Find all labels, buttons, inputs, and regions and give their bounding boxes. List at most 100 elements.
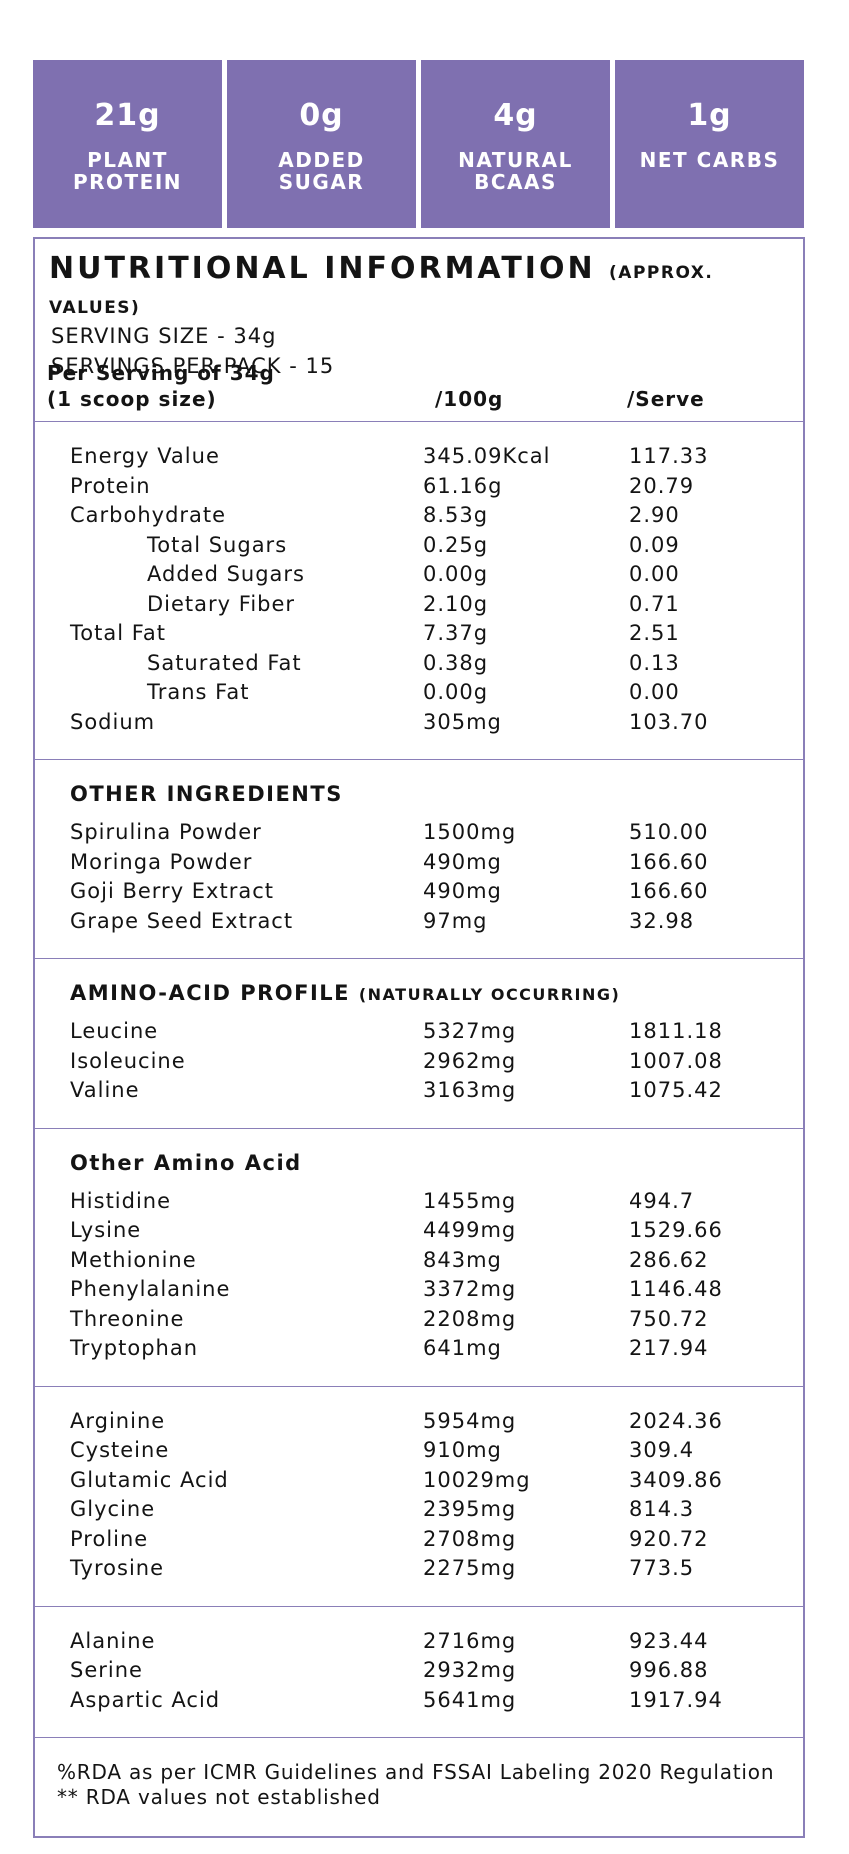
highlight-value: 21g	[94, 98, 161, 133]
per-serve: 1007.08	[629, 1048, 723, 1073]
per-serve: 494.7	[629, 1188, 695, 1213]
row: Sodium 305mg 103.70	[35, 710, 803, 740]
sections: Energy Value 345.09Kcal 117.33 Protein 61.16…	[35, 422, 803, 1738]
per-100g: 2962mg	[423, 1048, 517, 1073]
nutrient-name: Histidine	[70, 1188, 172, 1213]
nutrient-name: Phenylalanine	[70, 1277, 231, 1301]
nutrient-name: Methionine	[70, 1247, 197, 1272]
per-serve: 166.60	[629, 879, 709, 903]
row: Threonine 2208mg 750.72	[35, 1307, 803, 1337]
row: Proline 2708mg 920.72	[35, 1527, 803, 1557]
per-100g: 61.16g	[423, 473, 503, 498]
section-heading: AMINO-ACID PROFILE (NATURALLY OCCURRING)	[70, 981, 803, 1019]
per-100g: 3163mg	[423, 1078, 517, 1102]
footer-line: ** RDA values not established	[57, 1785, 381, 1809]
title: NUTRITIONAL INFORMATION (APPROX. VALUES)	[49, 251, 803, 321]
basis: Per Serving of 34g	[47, 361, 275, 385]
heading-text: OTHER INGREDIENTS	[70, 782, 343, 806]
nutrition-panel: NUTRITIONAL INFORMATION (APPROX. VALUES)…	[33, 237, 805, 1838]
per-100g: 305mg	[423, 709, 502, 734]
row: Lysine 4499mg 1529.66	[35, 1218, 803, 1248]
row: Arginine 5954mg 2024.36	[35, 1409, 803, 1439]
nutrient-name: Carbohydrate	[70, 503, 227, 527]
row: Saturated Fat 0.38g 0.13	[35, 651, 803, 681]
per-serve: 3409.86	[629, 1467, 723, 1492]
section: Energy Value 345.09Kcal 117.33 Protein 61.16…	[35, 422, 803, 760]
nutrient-name: Moringa Powder	[70, 849, 253, 874]
per-serve: 32.98	[629, 908, 695, 933]
row: Phenylalanine 3372mg 1146.48	[35, 1277, 803, 1307]
highlight-tile: 1g NET CARBS	[615, 60, 804, 228]
row: Energy Value 345.09Kcal 117.33	[35, 444, 803, 474]
highlight-value: 0g	[299, 98, 344, 133]
per-100g: 4499mg	[423, 1218, 517, 1242]
per-100g: 843mg	[423, 1247, 502, 1272]
nutrient-name: Glycine	[70, 1497, 156, 1521]
per-serve: 1075.42	[629, 1078, 723, 1102]
per-100g: 2.10g	[423, 591, 489, 616]
per-serve: 814.3	[629, 1497, 695, 1521]
nutrient-name: Total Sugars	[147, 532, 288, 557]
nutrient-name: Tryptophan	[70, 1336, 199, 1360]
per-serve: 2.90	[629, 503, 680, 527]
per-serve: 117.33	[629, 444, 709, 468]
row: Leucine 5327mg 1811.18	[35, 1019, 803, 1049]
row: Methionine 843mg 286.62	[35, 1248, 803, 1278]
per-serve: 2024.36	[629, 1408, 723, 1433]
per-serve: 1917.94	[629, 1687, 723, 1712]
highlight-tile: 21g PLANT PROTEIN	[33, 60, 222, 228]
per-serve: 0.00	[629, 562, 680, 586]
row: Spirulina Powder 1500mg 510.00	[35, 820, 803, 850]
per-serve: 286.62	[629, 1247, 709, 1272]
row: Moringa Powder 490mg 166.60	[35, 850, 803, 880]
nutrient-name: Grape Seed Extract	[70, 908, 294, 933]
row: Protein 61.16g 20.79	[35, 474, 803, 504]
per-100g: 3372mg	[423, 1277, 517, 1301]
label-line: ADDED	[278, 148, 365, 172]
nutrient-name: Goji Berry Extract	[70, 879, 275, 903]
nutrient-name: Added Sugars	[147, 562, 305, 586]
nutrient-name: Isoleucine	[70, 1048, 186, 1073]
section: Other Amino Acid Histidine 1455mg 494.7 Lysi…	[35, 1129, 803, 1387]
per-serve: 1146.48	[629, 1277, 723, 1301]
highlight-value: 4g	[493, 98, 538, 133]
row: Glutamic Acid 10029mg 3409.86	[35, 1468, 803, 1498]
row: Valine 3163mg 1075.42	[35, 1078, 803, 1108]
nutrient-name: Tyrosine	[70, 1556, 165, 1580]
per-100g: 2208mg	[423, 1306, 517, 1331]
per-100g: 2932mg	[423, 1658, 517, 1682]
per-100g: 641mg	[423, 1336, 502, 1360]
title-text: NUTRITIONAL INFORMATION	[49, 251, 596, 286]
row: Tyrosine 2275mg 773.5	[35, 1556, 803, 1586]
per-serve: 0.09	[629, 532, 680, 557]
heading-text: Other Amino Acid	[70, 1150, 302, 1175]
row: Goji Berry Extract 490mg 166.60	[35, 879, 803, 909]
serving-size: SERVING SIZE - 34g	[51, 324, 277, 348]
per-100g: 910mg	[423, 1438, 502, 1462]
per-100g: 1500mg	[423, 820, 517, 844]
per-100g: 490mg	[423, 849, 502, 874]
basis-note: (1 scoop size)	[47, 387, 217, 411]
nutrient-name: Protein	[70, 473, 151, 498]
per-serve: 923.44	[629, 1628, 709, 1653]
nutrient-name: Proline	[70, 1526, 149, 1551]
per-serve: 0.13	[629, 650, 680, 675]
nutrient-name: Trans Fat	[147, 680, 250, 704]
highlight-label: ADDED SUGAR	[227, 149, 416, 193]
per-serve: 750.72	[629, 1306, 709, 1331]
highlight-label: NET CARBS	[615, 149, 804, 171]
nutrient-name: Alanine	[70, 1628, 156, 1653]
label-line: BCAAS	[474, 170, 557, 194]
panel-header: NUTRITIONAL INFORMATION (APPROX. VALUES)…	[35, 239, 803, 422]
per-serve: 920.72	[629, 1526, 709, 1551]
per-100g: 1455mg	[423, 1188, 517, 1213]
heading-note: (NATURALLY OCCURRING)	[358, 985, 621, 1004]
nutrient-name: Aspartic Acid	[70, 1687, 221, 1712]
nutrient-name: Threonine	[70, 1306, 185, 1331]
nutrient-name: Energy Value	[70, 444, 220, 468]
highlights: 21g PLANT PROTEIN 0g ADDED SUGAR 4g NATURAL BCAA…	[33, 60, 805, 228]
per-100g: 97mg	[423, 908, 488, 933]
row: Total Fat 7.37g 2.51	[35, 621, 803, 651]
row: Dietary Fiber 2.10g 0.71	[35, 592, 803, 622]
